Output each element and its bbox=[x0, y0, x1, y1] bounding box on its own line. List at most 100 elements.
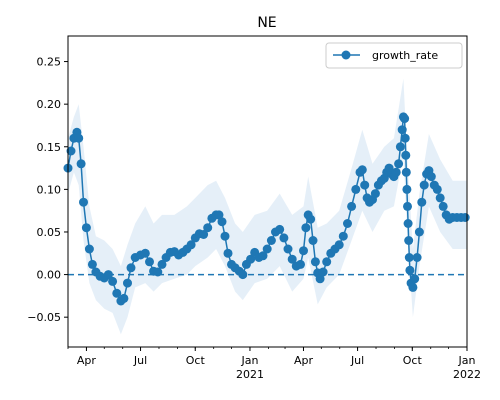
data-point-98 bbox=[400, 114, 410, 124]
data-point-25 bbox=[153, 267, 163, 277]
plot-area-frame bbox=[67, 35, 468, 348]
data-point-36 bbox=[199, 230, 209, 239]
data-point-113 bbox=[417, 197, 427, 207]
data-point-5 bbox=[76, 159, 86, 169]
data-point-37 bbox=[203, 223, 213, 233]
y-tick-label: 0.15 bbox=[37, 141, 62, 154]
data-point-74 bbox=[334, 240, 344, 250]
data-point-26 bbox=[157, 259, 167, 269]
data-point-111 bbox=[412, 253, 422, 262]
data-point-66 bbox=[308, 236, 318, 245]
y-tick-label: 0.10 bbox=[37, 183, 62, 196]
data-point-43 bbox=[223, 248, 233, 258]
data-point-63 bbox=[301, 223, 311, 233]
data-point-95 bbox=[395, 142, 405, 152]
data-point-71 bbox=[322, 257, 332, 267]
x-tick-label: Oct bbox=[186, 354, 206, 367]
chart-title: NE bbox=[257, 15, 276, 31]
data-point-112 bbox=[414, 227, 424, 237]
data-point-62 bbox=[299, 246, 308, 256]
data-point-42 bbox=[220, 231, 230, 241]
x-tick-label: Apr bbox=[77, 354, 97, 367]
x-tick-label: Jan bbox=[240, 354, 258, 367]
x-tick-year-label: 2022 bbox=[453, 368, 481, 381]
y-tick-label: −0.05 bbox=[27, 311, 61, 324]
data-point-41 bbox=[217, 217, 227, 227]
data-point-101 bbox=[401, 167, 411, 177]
data-point-67 bbox=[310, 257, 320, 267]
data-point-61 bbox=[296, 259, 305, 269]
data-point-8 bbox=[84, 244, 94, 254]
data-point-107 bbox=[405, 265, 415, 275]
data-point-47 bbox=[238, 270, 248, 280]
x-tick-label: Oct bbox=[403, 354, 423, 367]
legend: growth_rate bbox=[325, 42, 463, 69]
data-point-54 bbox=[266, 236, 276, 245]
data-point-96 bbox=[397, 125, 407, 135]
data-point-80 bbox=[357, 165, 367, 175]
data-point-49 bbox=[246, 254, 256, 264]
data-point-40 bbox=[214, 210, 224, 220]
data-point-17 bbox=[119, 293, 129, 303]
data-point-105 bbox=[404, 236, 414, 245]
data-point-78 bbox=[351, 184, 361, 194]
data-point-121 bbox=[438, 201, 448, 211]
data-point-19 bbox=[126, 263, 136, 273]
data-point-103 bbox=[403, 201, 412, 211]
data-point-15 bbox=[112, 288, 122, 298]
data-point-81 bbox=[360, 180, 370, 190]
data-point-114 bbox=[419, 180, 429, 190]
data-point-120 bbox=[435, 193, 445, 203]
data-point-23 bbox=[145, 257, 154, 267]
y-tick-label: 0.00 bbox=[37, 269, 62, 282]
x-tick-year-label: 2021 bbox=[236, 368, 264, 381]
confidence-band-layer bbox=[68, 78, 467, 335]
x-tick-label: Jul bbox=[133, 354, 147, 367]
confidence-band bbox=[68, 78, 467, 335]
data-point-22 bbox=[140, 248, 150, 258]
data-point-94 bbox=[394, 159, 404, 169]
data-point-76 bbox=[343, 219, 352, 228]
series-layer bbox=[63, 112, 470, 306]
data-point-100 bbox=[401, 150, 411, 160]
data-point-59 bbox=[287, 254, 297, 264]
legend-frame bbox=[325, 42, 463, 69]
data-point-18 bbox=[123, 278, 132, 288]
data-point-58 bbox=[283, 244, 293, 254]
data-point-4 bbox=[74, 133, 84, 143]
data-point-109 bbox=[408, 282, 418, 292]
legend-marker-swatch bbox=[341, 50, 351, 60]
data-point-1 bbox=[66, 146, 76, 156]
x-tick-label: Jan bbox=[458, 354, 476, 367]
data-point-53 bbox=[262, 244, 272, 254]
data-point-102 bbox=[402, 184, 412, 194]
x-tick-label: Apr bbox=[294, 354, 314, 367]
data-point-7 bbox=[81, 223, 91, 233]
data-point-33 bbox=[186, 240, 196, 250]
data-point-93 bbox=[391, 167, 401, 177]
x-tick-label: Jul bbox=[350, 354, 364, 367]
data-point-99 bbox=[400, 133, 410, 143]
data-point-69 bbox=[315, 274, 325, 284]
data-point-117 bbox=[426, 172, 436, 182]
data-point-127 bbox=[460, 213, 470, 222]
legend-label: growth_rate bbox=[372, 49, 438, 62]
data-point-56 bbox=[275, 224, 285, 234]
data-point-6 bbox=[79, 197, 88, 207]
data-point-106 bbox=[404, 253, 414, 262]
y-axis: −0.05 0.00 0.05 0.10 0.15 0.20 0.25 bbox=[27, 56, 68, 324]
data-point-77 bbox=[347, 201, 357, 211]
data-point-70 bbox=[318, 267, 328, 277]
data-point-52 bbox=[258, 251, 268, 261]
y-tick-label: 0.25 bbox=[37, 56, 62, 69]
data-point-119 bbox=[432, 184, 442, 194]
data-point-75 bbox=[338, 231, 348, 241]
y-tick-label: 0.05 bbox=[37, 226, 62, 239]
y-tick-label: 0.20 bbox=[37, 98, 62, 111]
data-point-14 bbox=[108, 276, 118, 286]
data-point-85 bbox=[370, 189, 380, 199]
data-point-104 bbox=[403, 219, 413, 228]
data-point-13 bbox=[103, 270, 113, 280]
